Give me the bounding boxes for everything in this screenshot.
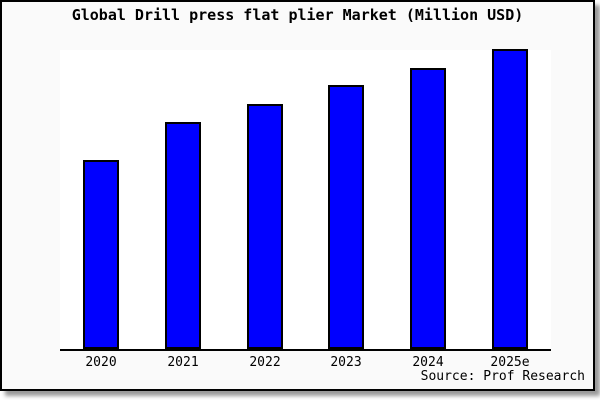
bar-2022 — [247, 104, 283, 349]
x-tick-label-2025e: 2025e — [490, 355, 530, 370]
bar-2023 — [328, 85, 364, 349]
bar-2020 — [83, 160, 119, 349]
x-axis-labels: 2020 2021 2022 2023 2024 2025e — [2, 355, 593, 373]
bar-2025e — [492, 49, 528, 349]
x-tick-label-2021: 2021 — [167, 355, 199, 370]
chart-figure-frame: Global Drill press flat plier Market (Mi… — [0, 0, 595, 391]
chart-title: Global Drill press flat plier Market (Mi… — [71, 6, 524, 24]
x-tick-label-2022: 2022 — [249, 355, 281, 370]
plot-area — [60, 49, 551, 351]
bar-2024 — [410, 68, 446, 349]
x-tick-label-2023: 2023 — [330, 355, 362, 370]
bar-2021 — [165, 122, 201, 349]
x-tick-label-2024: 2024 — [412, 355, 444, 370]
x-tick-label-2020: 2020 — [85, 355, 117, 370]
source-credit: Source: Prof Research — [420, 369, 585, 384]
